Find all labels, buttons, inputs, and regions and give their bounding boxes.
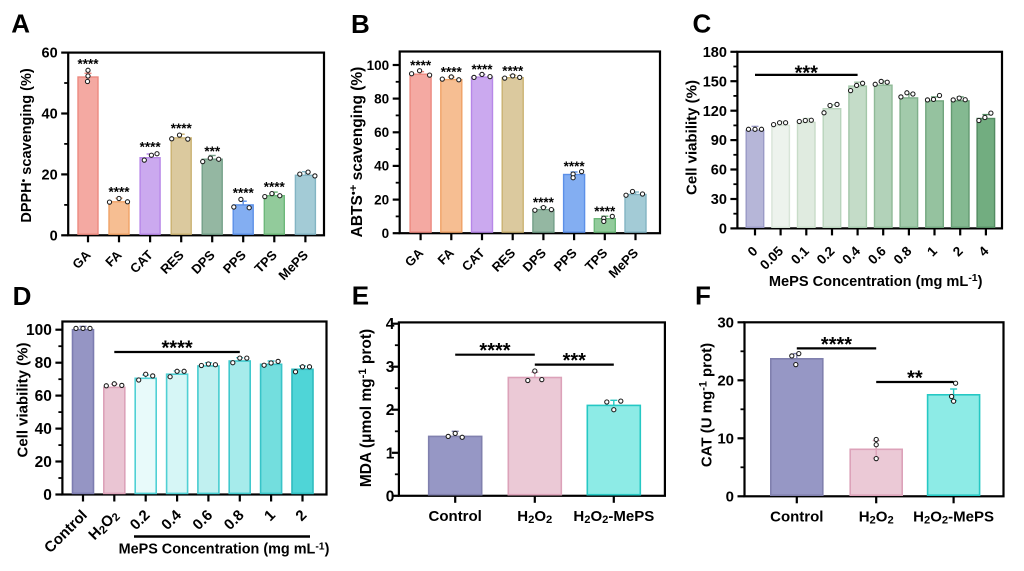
- svg-text:10: 10: [717, 431, 734, 448]
- svg-text:90: 90: [711, 133, 727, 149]
- svg-text:120: 120: [703, 104, 727, 120]
- svg-text:****: ****: [502, 63, 524, 78]
- svg-text:****: ****: [441, 64, 463, 79]
- svg-text:****: ****: [140, 140, 162, 155]
- svg-text:3: 3: [386, 359, 395, 376]
- svg-text:****: ****: [471, 62, 493, 77]
- svg-text:****: ****: [108, 185, 130, 200]
- svg-text:H2O2: H2O2: [517, 508, 552, 526]
- svg-text:H2O2: H2O2: [859, 509, 894, 527]
- svg-text:40: 40: [35, 421, 52, 438]
- svg-text:****: ****: [171, 121, 193, 136]
- svg-text:D: D: [13, 281, 32, 311]
- svg-text:****: ****: [479, 340, 510, 362]
- svg-text:4: 4: [386, 316, 395, 333]
- svg-text:MePS Concentration (mg mL-1): MePS Concentration (mg mL-1): [769, 272, 983, 290]
- svg-text:****: ****: [162, 338, 193, 360]
- svg-text:0: 0: [43, 487, 52, 504]
- svg-text:A: A: [11, 9, 30, 39]
- svg-text:40: 40: [374, 159, 389, 174]
- svg-text:***: ***: [563, 350, 587, 372]
- svg-text:30: 30: [717, 315, 734, 332]
- svg-text:80: 80: [35, 355, 52, 372]
- svg-text:***: ***: [795, 62, 819, 84]
- svg-text:0: 0: [386, 488, 395, 505]
- svg-text:****: ****: [594, 204, 616, 219]
- svg-text:80: 80: [374, 91, 389, 106]
- svg-text:0: 0: [50, 228, 58, 244]
- svg-text:H2O2-MePS: H2O2-MePS: [573, 508, 654, 526]
- svg-text:H2O2-MePS: H2O2-MePS: [913, 509, 994, 527]
- svg-text:****: ****: [77, 56, 99, 71]
- svg-text:***: ***: [204, 144, 221, 159]
- svg-text:Cell viability (%): Cell viability (%): [684, 80, 701, 195]
- svg-text:****: ****: [564, 159, 586, 174]
- svg-text:20: 20: [35, 454, 52, 471]
- svg-text:20: 20: [374, 192, 389, 207]
- svg-text:100: 100: [26, 322, 52, 339]
- svg-text:180: 180: [703, 45, 727, 61]
- svg-text:60: 60: [711, 163, 727, 179]
- svg-text:0: 0: [726, 489, 734, 506]
- svg-text:****: ****: [410, 58, 432, 73]
- svg-text:ABTS•+ scavenging (%): ABTS•+ scavenging (%): [348, 67, 366, 238]
- svg-text:0: 0: [719, 222, 727, 238]
- svg-text:2: 2: [386, 402, 395, 419]
- svg-text:MDA (μmol mg-1 prot): MDA (μmol mg-1 prot): [357, 329, 375, 487]
- svg-text:Control: Control: [770, 509, 823, 526]
- svg-text:1: 1: [386, 445, 395, 462]
- svg-text:**: **: [907, 368, 923, 390]
- svg-text:60: 60: [42, 46, 58, 62]
- svg-text:****: ****: [264, 180, 286, 195]
- svg-text:F: F: [695, 281, 711, 311]
- svg-text:40: 40: [42, 107, 58, 123]
- svg-text:0: 0: [382, 226, 390, 241]
- svg-text:MePS Concentration (mg mL-1): MePS Concentration (mg mL-1): [119, 541, 330, 557]
- svg-text:60: 60: [35, 388, 52, 405]
- svg-text:****: ****: [821, 334, 852, 356]
- svg-text:20: 20: [42, 168, 58, 184]
- svg-text:20: 20: [717, 373, 734, 390]
- svg-text:B: B: [351, 9, 370, 39]
- svg-text:Cell viability (%): Cell viability (%): [15, 342, 32, 457]
- svg-text:CAT (U mg-1 prot): CAT (U mg-1 prot): [698, 343, 716, 467]
- svg-text:60: 60: [374, 125, 389, 140]
- svg-text:****: ****: [533, 195, 555, 210]
- svg-text:E: E: [352, 281, 369, 311]
- svg-text:Control: Control: [429, 508, 482, 525]
- svg-text:C: C: [693, 9, 712, 39]
- svg-text:DPPH• scavenging (%): DPPH• scavenging (%): [19, 68, 35, 222]
- svg-text:30: 30: [711, 192, 727, 208]
- svg-text:150: 150: [703, 74, 727, 90]
- svg-text:****: ****: [233, 185, 255, 200]
- svg-text:100: 100: [367, 58, 390, 73]
